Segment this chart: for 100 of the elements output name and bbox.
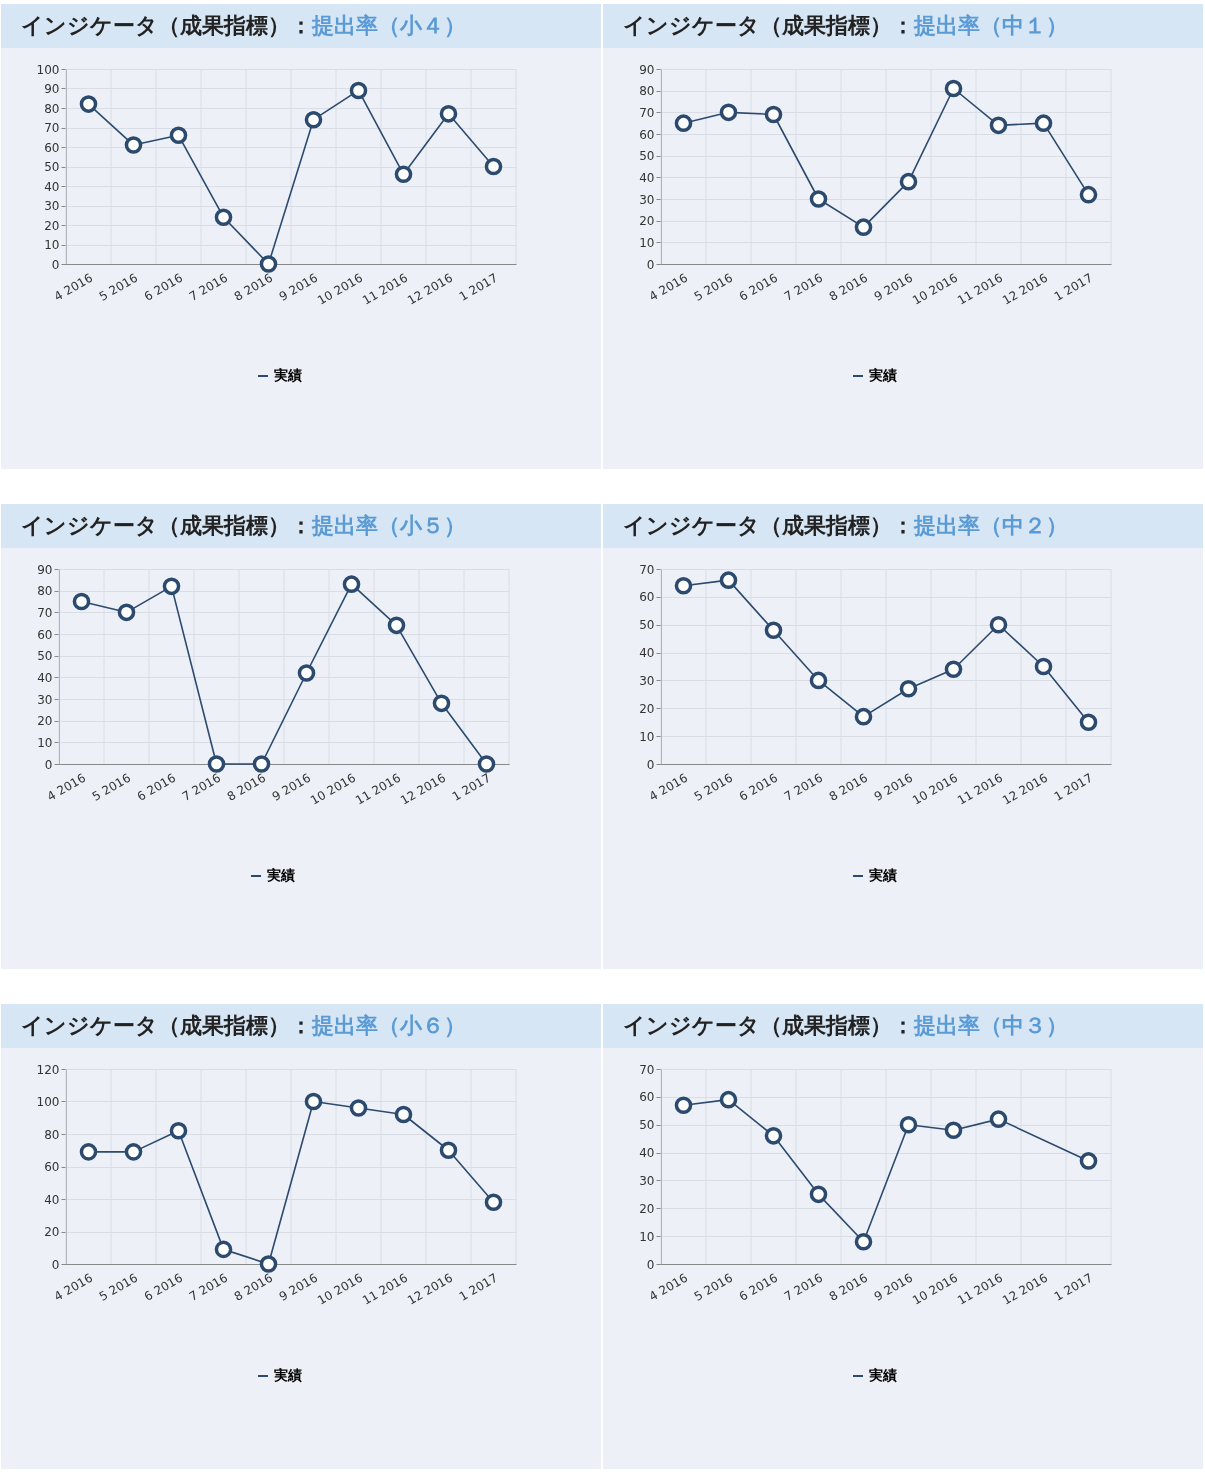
y-tick-label: 40 [44,1192,60,1207]
point [1079,185,1098,204]
y-tick-label: 0 [646,757,655,772]
legend-label: 実績 [274,367,302,383]
chart-subtitle: 提出率（小５） [312,513,466,538]
point [349,1099,368,1117]
chart-subtitle: 提出率（小４） [312,13,466,38]
y-tick-label: 20 [44,218,60,233]
y-tick-label: 100 [36,62,60,77]
chart-subtitle: 提出率（中３） [914,1013,1068,1038]
point [764,621,783,640]
chart-title: インジケータ（成果指標）： [21,513,312,538]
point [169,1121,188,1140]
point [439,1141,458,1160]
point [674,1096,693,1115]
y-tick-label: 60 [44,1160,60,1174]
y-tick-label: 20 [639,214,655,229]
y-tick-label: 100 [36,1095,60,1109]
y-tick-label: 10 [44,238,60,252]
point [124,1143,143,1161]
y-tick-label: 50 [44,160,60,174]
point [349,81,368,100]
point [989,1110,1008,1128]
point [944,660,963,679]
point [719,1090,738,1109]
y-tick-label: 90 [639,62,655,77]
point [432,694,451,713]
point [117,603,136,622]
point [674,576,693,595]
y-tick-label: 0 [51,1257,60,1272]
point [304,110,323,129]
y-tick-label: 10 [639,235,655,250]
point [854,707,873,726]
legend-label: 実績 [869,367,897,383]
point [899,172,918,191]
point [719,103,738,122]
chart-title: インジケータ（成果指標）： [623,1013,914,1038]
y-tick-label: 70 [639,562,655,577]
point [944,1121,963,1140]
point [854,1232,873,1251]
y-tick-label: 50 [639,149,655,164]
point [259,1255,278,1273]
point [674,114,693,132]
y-tick-label: 30 [639,1173,655,1188]
point [899,1115,918,1134]
point [162,577,181,596]
y-tick-label: 70 [639,105,655,120]
point [899,679,918,698]
y-tick-label: 80 [639,84,655,99]
point [124,136,143,154]
y-tick-label: 30 [639,192,655,207]
y-tick-label: 30 [639,673,655,688]
y-tick-label: 50 [639,618,655,633]
point [809,190,828,208]
legend-label: 実績 [869,1367,897,1383]
y-tick-label: 0 [44,757,53,772]
point [252,755,271,773]
y-tick-label: 70 [44,121,60,135]
point [79,95,98,113]
point [989,116,1008,135]
point [394,1105,413,1124]
point [484,157,503,176]
point [72,592,91,611]
y-tick-label: 90 [44,82,60,96]
y-tick-label: 60 [639,1090,655,1105]
point [764,105,783,124]
y-tick-label: 60 [44,140,60,155]
point [944,79,963,98]
chart-title: インジケータ（成果指標）： [623,513,914,538]
y-tick-label: 0 [646,1257,655,1272]
point [1079,1152,1098,1170]
chart-title: インジケータ（成果指標）： [21,1013,312,1038]
y-tick-label: 0 [51,257,60,272]
y-tick-label: 60 [639,127,655,142]
y-tick-label: 120 [36,1062,60,1077]
y-tick-label: 20 [639,1201,655,1216]
legend-label: 実績 [274,1367,302,1383]
point [297,664,316,682]
point [764,1127,783,1145]
y-tick-label: 70 [37,605,53,620]
point [79,1143,98,1161]
y-tick-label: 20 [44,1225,60,1239]
point [989,615,1008,634]
y-tick-label: 40 [639,170,655,185]
y-tick-label: 60 [37,627,53,642]
point [809,1185,828,1204]
chart-title: インジケータ（成果指標）： [623,13,914,38]
point [439,105,458,123]
legend-label: 実績 [869,867,897,883]
y-tick-label: 40 [37,670,53,685]
point [342,575,361,593]
y-tick-label: 10 [37,735,53,750]
chart-title: インジケータ（成果指標）： [21,13,312,38]
chart-subtitle: 提出率（中２） [914,513,1068,538]
point [214,208,233,227]
point [214,1240,233,1259]
point [394,165,413,184]
point [169,126,188,145]
point [809,671,828,690]
point [207,755,226,773]
